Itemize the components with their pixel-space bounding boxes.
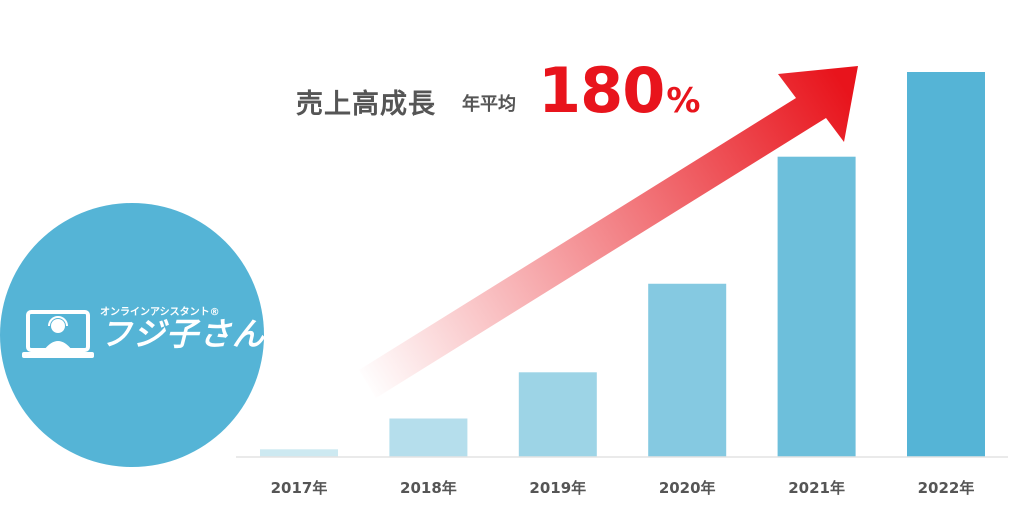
bar-3 (518, 372, 597, 457)
x-tick-label-1: 2017年 (271, 479, 328, 497)
x-labels-layer: 2017年 2018年 2019年 2020年 2021年 2022年 (271, 479, 975, 497)
bar-5 (777, 156, 856, 457)
x-tick-label-6: 2022年 (918, 479, 975, 497)
headline-rate-unit: % (666, 81, 701, 121)
bar-2 (389, 418, 468, 457)
x-tick-label-4: 2020年 (659, 479, 716, 497)
headline-rate: 180% (538, 54, 701, 127)
bars-layer (260, 72, 985, 457)
headline-title: 売上高成長 (296, 89, 436, 120)
logo-subtitle: オンラインアシスタント® (100, 307, 220, 318)
growth-arrow (359, 66, 858, 398)
bar-1 (260, 449, 338, 457)
bar-4 (648, 283, 727, 457)
logo-name: フジ子さん (100, 315, 266, 353)
headline-rate-value: 180 (538, 54, 665, 127)
headline-avg-label: 年平均 (462, 94, 516, 115)
x-tick-label-3: 2019年 (529, 479, 586, 497)
x-tick-label-5: 2021年 (788, 479, 845, 497)
assistant-laptop-icon (22, 310, 94, 358)
logo-circle (0, 203, 264, 467)
bar-6 (907, 72, 985, 457)
x-tick-label-2: 2018年 (400, 479, 457, 497)
